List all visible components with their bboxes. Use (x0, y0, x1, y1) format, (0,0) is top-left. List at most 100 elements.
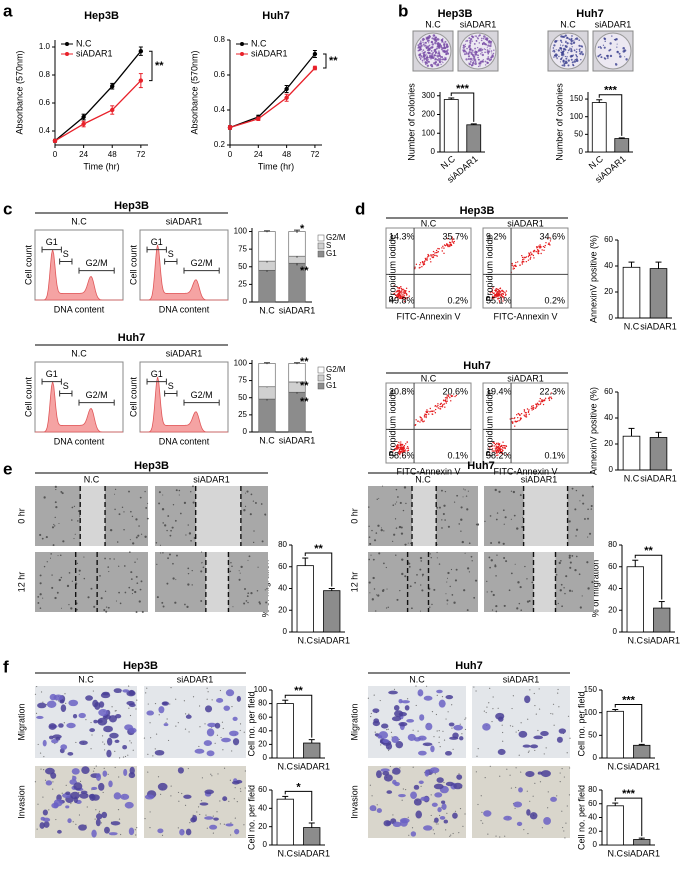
cell (48, 723, 57, 730)
cell (166, 529, 168, 532)
event (401, 295, 403, 298)
colony (562, 47, 566, 51)
colony (553, 49, 555, 52)
event (511, 417, 513, 420)
colony (476, 36, 478, 38)
cell (60, 744, 68, 750)
pore (199, 813, 201, 816)
y-tick-label: 0.8 (39, 70, 51, 79)
cell (441, 489, 443, 492)
cell (43, 496, 46, 499)
cell (518, 730, 528, 738)
event (497, 293, 500, 295)
transwell-image (144, 766, 246, 838)
pore (184, 804, 187, 806)
cell (249, 513, 252, 516)
cell (458, 523, 460, 525)
cell (104, 590, 107, 592)
cell (460, 530, 462, 532)
pore (79, 780, 82, 783)
cell (85, 695, 93, 701)
pore (552, 713, 554, 715)
cell (200, 570, 203, 573)
event (520, 412, 523, 415)
pore (433, 736, 435, 738)
event (414, 266, 416, 268)
event (450, 244, 452, 246)
colony (475, 51, 478, 54)
y-axis-label: Number of colonies (406, 83, 416, 161)
cell (373, 588, 376, 590)
cell (179, 512, 182, 515)
bar (653, 607, 671, 633)
pore (487, 833, 489, 835)
cell (383, 774, 393, 782)
pore (451, 727, 453, 729)
colony (465, 51, 468, 54)
event (394, 294, 397, 297)
pore (48, 809, 50, 811)
cell (201, 562, 203, 564)
event (515, 261, 517, 264)
image-label: N.C (560, 19, 576, 29)
colony (419, 53, 421, 56)
cell (518, 787, 523, 793)
event (423, 420, 425, 422)
event (402, 449, 404, 452)
pore (234, 817, 236, 819)
cell (55, 736, 61, 741)
marker (312, 51, 318, 57)
pore (431, 711, 434, 713)
event (501, 446, 504, 449)
x-tick-label: 48 (282, 150, 291, 159)
colony (427, 36, 429, 39)
cell (530, 744, 539, 749)
colony (477, 58, 480, 61)
colony (484, 64, 487, 66)
cell (55, 488, 57, 491)
colony (553, 56, 555, 58)
pore (481, 811, 483, 813)
legend-marker (240, 52, 244, 56)
panel-label: e (3, 459, 12, 478)
event (535, 246, 538, 248)
pore (499, 775, 501, 777)
cell (87, 596, 90, 599)
y-tick-label: 80 (588, 785, 597, 794)
cell (429, 606, 431, 608)
colony (441, 49, 444, 51)
x-tick-label: N.C (259, 305, 275, 315)
cell (40, 816, 46, 821)
cell (569, 566, 572, 569)
cell (462, 496, 464, 498)
colony (553, 44, 556, 47)
colony (436, 63, 440, 67)
colony (559, 44, 562, 46)
cell (502, 509, 505, 512)
colony (422, 41, 424, 43)
y-tick-label: 60 (604, 235, 613, 244)
pore (118, 818, 121, 820)
y-tick-label: 0 (579, 147, 584, 156)
colony (487, 56, 490, 58)
colony (422, 54, 426, 57)
y-axis-label: Propidium iodide (387, 234, 397, 301)
y-tick-label: 20 (588, 826, 597, 835)
event (408, 290, 410, 293)
cell (380, 768, 390, 773)
bar (606, 805, 624, 846)
cell (401, 572, 404, 576)
cell (163, 723, 169, 727)
y-tick-label: 1.0 (39, 42, 51, 51)
y-tick-label: 0 (609, 313, 614, 322)
cell (516, 527, 519, 530)
event (432, 256, 434, 259)
cell (259, 602, 262, 605)
panel-label: f (3, 657, 9, 676)
event (497, 442, 499, 444)
event (489, 292, 492, 294)
gate-label: S (168, 249, 174, 259)
event (514, 421, 516, 423)
event (493, 450, 495, 452)
cell (482, 723, 491, 731)
